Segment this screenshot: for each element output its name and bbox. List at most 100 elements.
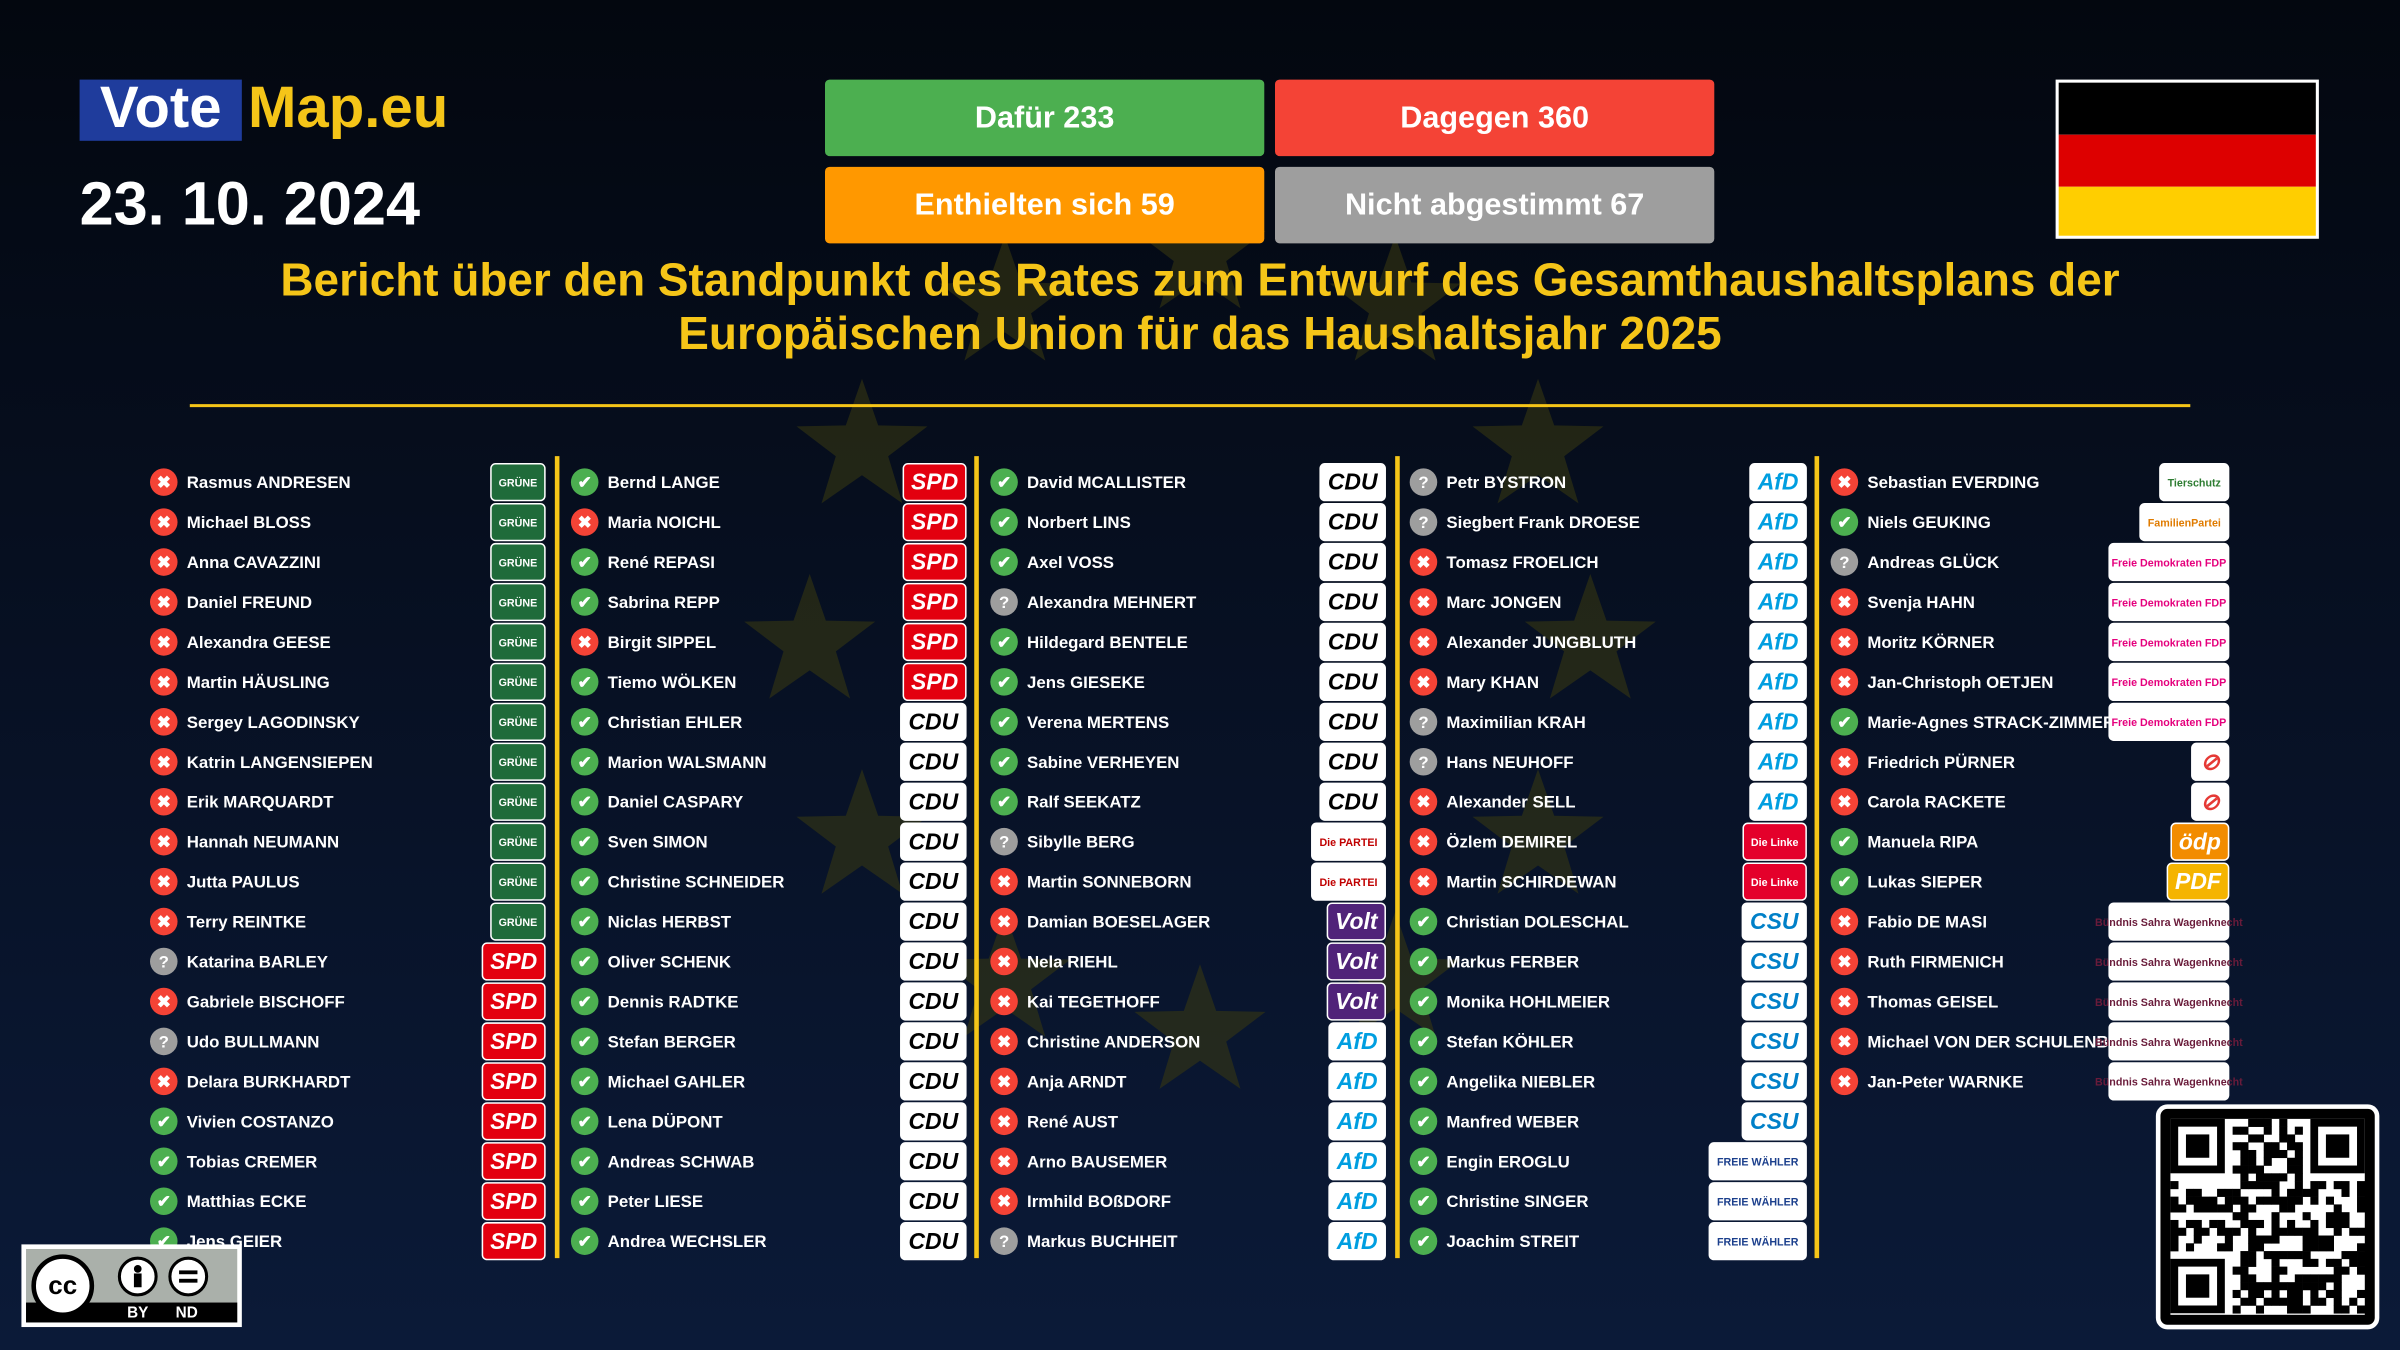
party-logo-box: [2108, 902, 2230, 941]
party-logo-text: Bündnis Sahra Wagenknecht: [2095, 917, 2243, 929]
qr-module: [2240, 1266, 2249, 1275]
party-logo: Die Linke: [1742, 822, 1807, 861]
party-logo: CDU: [1319, 622, 1386, 662]
party-logo: CDU: [1319, 742, 1386, 781]
vote-icon: [1409, 668, 1438, 696]
vote-symbol: ✖: [1837, 913, 1851, 932]
party-logo-text: CDU: [908, 1068, 959, 1094]
qr-module: [2294, 1297, 2303, 1306]
member-name: Terry REINTKE: [187, 913, 306, 932]
qr-module: [2271, 1297, 2280, 1306]
party-logo-box: [900, 702, 967, 741]
party-logo-box: [1326, 902, 1386, 941]
member-row: ✔ Hildegard BENTELE CDU: [990, 622, 1386, 662]
party-logo: CSU: [1741, 942, 1807, 981]
qr-module: [2224, 1196, 2233, 1205]
vote-symbol: ✔: [997, 473, 1011, 492]
qr-module: [2333, 1258, 2342, 1267]
party-logo: AfD: [1749, 542, 1807, 582]
vote-symbol: ✔: [1837, 833, 1851, 852]
vote-icon: [150, 827, 178, 856]
party-logo: AfD: [1328, 1022, 1386, 1061]
party-logo-text: GRÜNE: [499, 756, 538, 769]
qr-module: [2240, 1181, 2249, 1190]
vote-icon: [1830, 827, 1859, 856]
party-logo-text: AfD: [1757, 668, 1799, 694]
qr-module: [2287, 1188, 2296, 1197]
party-logo: CDU: [1319, 782, 1386, 821]
member-row: ✖ Irmhild BOßDORF AfD: [990, 1182, 1386, 1221]
qr-module: [2170, 1204, 2179, 1213]
qr-module: [2232, 1165, 2241, 1174]
vote-symbol: ✖: [157, 913, 171, 932]
qr-module: [2193, 1204, 2202, 1213]
qr-module: [2209, 1196, 2218, 1205]
party-logo: GRÜNE: [490, 702, 546, 741]
member-row: ✔ Sabrina REPP SPD: [570, 582, 967, 622]
vote-symbol: ✖: [997, 953, 1011, 972]
party-logo: GRÜNE: [490, 822, 546, 861]
qr-module: [2333, 1181, 2342, 1190]
star: [1472, 378, 1604, 504]
qr-module: [2341, 1219, 2350, 1229]
vote-symbol: ✖: [157, 793, 171, 812]
qr-module: [2232, 1227, 2241, 1236]
party-logo-box: [2191, 742, 2230, 781]
qr-module: [2209, 1204, 2218, 1213]
qr-module: [2279, 1266, 2288, 1275]
qr-module: [2287, 1282, 2296, 1291]
vote-icon: [150, 548, 178, 576]
vote-icon: [990, 1067, 1018, 1096]
party-logo: Volt: [1326, 902, 1386, 941]
vote-icon: [990, 1027, 1018, 1056]
vote-symbol: ✖: [157, 1072, 171, 1091]
party-logo-box: [2166, 862, 2230, 901]
qr-module: [2232, 1126, 2241, 1135]
party-logo-text: CSU: [1750, 948, 1800, 974]
qr-module: [2240, 1165, 2249, 1174]
member-row: ✔ Angelika NIEBLER CSU: [1409, 1062, 1807, 1101]
vote-symbol: ✖: [1837, 1032, 1851, 1051]
vote-icon: [150, 748, 178, 776]
qr-module: [2325, 1196, 2334, 1205]
vote-icon: [570, 1107, 599, 1136]
member-row: ✖ Michael BLOSS GRÜNE: [150, 502, 546, 542]
qr-module: [2217, 1219, 2226, 1229]
vote-symbol: ✔: [1837, 513, 1851, 532]
vote-symbol: ✖: [1416, 873, 1430, 892]
party-logo-box: [1326, 982, 1386, 1021]
vote-icon: [1830, 907, 1859, 936]
qr-module: [2232, 1212, 2241, 1221]
party-logo-box: [1749, 742, 1807, 781]
party-logo: ⊘: [2191, 742, 2230, 781]
member-name: Manuela RIPA: [1867, 833, 1978, 852]
qr-finder: [2185, 1274, 2210, 1298]
qr-module: [2240, 1212, 2249, 1221]
party-logo-box: [1741, 1102, 1807, 1141]
member-name: Sibylle BERG: [1027, 833, 1135, 852]
member-row: ? Siegbert Frank DROESE AfD: [1409, 502, 1807, 542]
qr-finder: [2185, 1134, 2210, 1158]
member-name: Svenja HAHN: [1867, 593, 1975, 612]
party-logo: CDU: [900, 1062, 967, 1101]
vote-symbol: ?: [999, 1232, 1009, 1251]
qr-module: [2287, 1142, 2296, 1151]
qr-module: [2357, 1227, 2366, 1236]
vote-icon: [150, 628, 178, 656]
tally-label: Dafür 233: [975, 100, 1115, 134]
qr-module: [2333, 1227, 2342, 1236]
vote-symbol: ✖: [997, 1032, 1011, 1051]
member-columns: ✖ Rasmus ANDRESEN GRÜNE ✖ Michael BLOSS GRÜNE…: [150, 456, 2243, 1261]
qr-module: [2294, 1188, 2303, 1197]
party-logo-text: GRÜNE: [499, 676, 538, 689]
party-logo: GRÜNE: [490, 902, 546, 941]
title-line: Bericht über den Standpunkt des Rates zu…: [280, 253, 2119, 305]
party-logo: SPD: [902, 463, 967, 502]
member-row: ✖ Maria NOICHL SPD: [570, 502, 967, 542]
qr-module: [2279, 1134, 2288, 1143]
qr-module: [2310, 1188, 2319, 1197]
vote-icon: [570, 907, 599, 936]
party-logo: AfD: [1328, 1102, 1386, 1141]
vote-symbol: ✔: [1837, 873, 1851, 892]
qr-module: [2294, 1196, 2303, 1205]
